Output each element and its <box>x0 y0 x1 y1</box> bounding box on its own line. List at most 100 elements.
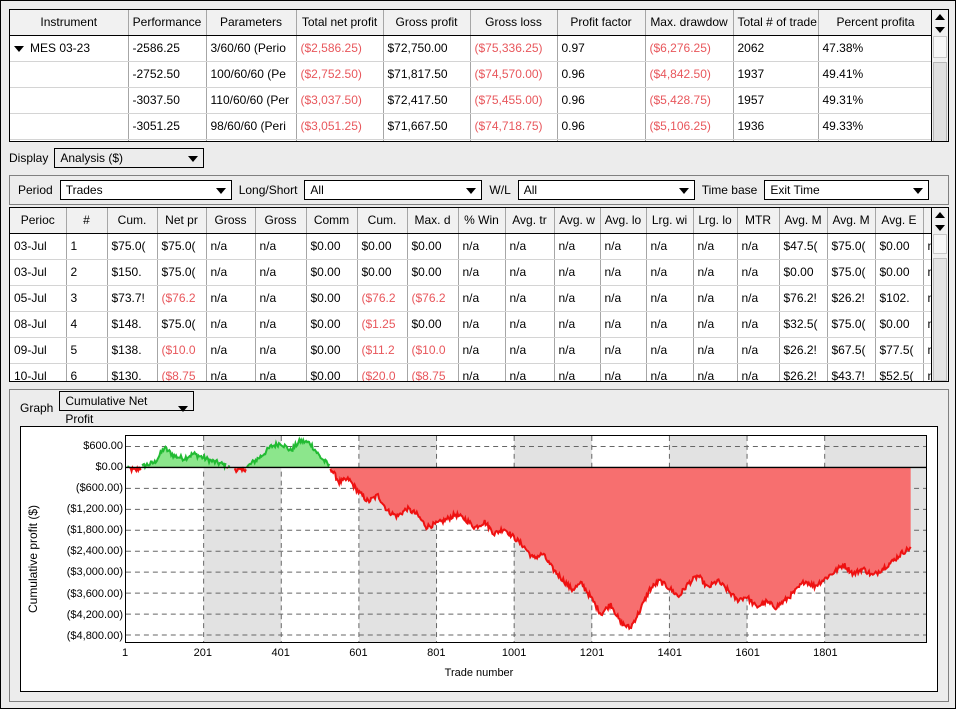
trades-col-header[interactable]: Lrg. lo <box>693 208 738 234</box>
optimizer-vertical-scrollbar[interactable] <box>931 10 948 141</box>
optimizer-col-header[interactable]: Profit factor <box>557 10 646 36</box>
table-row[interactable]: 09-Jul 5 $138. ($10.0 n/a n/a $0.00 ($11.2 ($10.… <box>10 337 931 364</box>
table-cell-net: $75.0( <box>157 259 207 286</box>
x-axis-tick-label: 1801 <box>813 647 838 659</box>
trades-col-header[interactable]: Lrg. wi <box>646 208 694 234</box>
table-row[interactable]: -3051.25 98/60/60 (Peri ($3,051.25) $71,667… <box>10 113 931 140</box>
graph-combo-wrap[interactable]: Cumulative Net Profit <box>59 390 195 426</box>
trades-col-header[interactable]: Avg. M <box>827 208 876 234</box>
table-row[interactable]: 10-Jul 6 $130. ($8.75 n/a n/a $0.00 ($20.0 ($8.7… <box>10 363 931 381</box>
table-cell-net: ($8.75 <box>157 363 207 381</box>
table-cell-performance: -3052.50 <box>128 139 207 141</box>
optimizer-col-header[interactable]: Instrument <box>10 10 129 36</box>
y-axis-tick-label: ($4,200.00) <box>66 608 123 621</box>
display-select[interactable]: Analysis ($) <box>54 148 205 168</box>
x-axis-tick-label: 601 <box>349 647 368 659</box>
table-cell-total-trades: 1936 <box>733 113 819 140</box>
optimizer-results-table[interactable]: Instrument Performance Parameters Total net… <box>9 9 949 142</box>
scroll-thumb-secondary[interactable] <box>933 258 947 381</box>
optimizer-col-header[interactable]: Total net profit <box>296 10 384 36</box>
table-cell-cum: $150. <box>107 259 158 286</box>
y-axis-tick-label: ($1,200.00) <box>66 503 123 516</box>
table-cell-gross_b: n/a <box>255 233 307 260</box>
table-row[interactable]: -3037.50 110/60/60 (Per ($3,037.50) $72,417… <box>10 87 931 114</box>
graph-select[interactable]: Cumulative Net Profit <box>59 390 195 426</box>
table-row[interactable]: -3052.50101/60/60 (Pe($3,052.50)$71,667.… <box>10 139 931 141</box>
table-row[interactable]: 03-Jul 1 $75.0($75.0(n/a n/a $0.00 $0.00 $0.00… <box>10 233 931 260</box>
trades-table[interactable]: Perioc # Cum. Net pr Gross Gross Comm Cum. Max… <box>9 207 949 382</box>
longshort-select[interactable]: All <box>304 180 483 200</box>
table-cell-num: 2 <box>66 259 108 286</box>
trades-col-header[interactable]: Gross <box>255 208 307 234</box>
table-cell-period: 10-Jul <box>10 363 67 381</box>
timebase-select[interactable]: Exit Time <box>764 180 930 200</box>
table-cell-profit-factor: 0.96 <box>557 139 646 141</box>
table-cell-avgm1: $47.5( <box>779 233 828 260</box>
scroll-up-arrow-icon[interactable] <box>932 10 948 23</box>
longshort-combo-wrap[interactable]: All <box>304 180 483 200</box>
trades-header-row[interactable]: Perioc # Cum. Net pr Gross Gross Comm Cum. Max… <box>10 208 931 234</box>
expander-triangle-icon[interactable] <box>14 45 24 52</box>
scroll-down-arrow-icon[interactable] <box>932 23 948 36</box>
table-cell-avglo: n/a <box>600 337 647 364</box>
display-combo-wrap[interactable]: Analysis ($) <box>54 148 205 168</box>
table-cell-num: 1 <box>66 233 108 260</box>
optimizer-col-header[interactable]: Gross profit <box>383 10 471 36</box>
table-cell-period: 09-Jul <box>10 337 67 364</box>
chart-y-axis-title: Cumulative profit ($) <box>26 504 40 614</box>
table-row[interactable]: 08-Jul 4 $148. $75.0(n/a n/a $0.00 ($1.25 $0.00… <box>10 311 931 338</box>
table-row[interactable]: MES 03-23 -2586.25 3/60/60 (Perio ($2,586.2… <box>10 35 931 62</box>
timebase-combo-wrap[interactable]: Exit Time <box>764 180 930 200</box>
table-cell-cum2: ($11.2 <box>357 337 408 364</box>
table-cell-avgm1: $26.2! <box>779 363 828 381</box>
trades-col-header[interactable]: Max. d <box>407 208 459 234</box>
table-cell-maxd: ($76.2 <box>407 285 459 312</box>
optimizer-col-header[interactable]: Performance <box>128 10 207 36</box>
trades-col-header[interactable]: Avg. M <box>779 208 828 234</box>
optimizer-col-header[interactable]: Max. drawdow <box>645 10 734 36</box>
x-axis-tick-label: 1401 <box>657 647 683 659</box>
trades-col-header[interactable]: Avg. tr <box>505 208 555 234</box>
period-combo-wrap[interactable]: Trades <box>59 180 232 200</box>
table-cell-percent-profitable: 49.31% <box>818 87 931 114</box>
table-cell-gross_a: n/a <box>206 259 256 286</box>
scroll-thumb-secondary[interactable] <box>933 62 947 141</box>
scroll-track[interactable] <box>932 36 948 141</box>
optimizer-header-row[interactable]: Instrument Performance Parameters Total net… <box>10 10 931 36</box>
table-cell-num: 6 <box>66 363 108 381</box>
table-row[interactable]: 05-Jul 3 $73.7! ($76.2 n/a n/a $0.00 ($76.2 ($76… <box>10 285 931 312</box>
x-axis-tick-label: 201 <box>193 647 212 659</box>
trades-col-header[interactable]: % Win <box>458 208 506 234</box>
trades-col-header[interactable]: Net pr <box>157 208 207 234</box>
scroll-track[interactable] <box>932 234 948 381</box>
scroll-down-arrow-icon[interactable] <box>932 221 948 234</box>
optimizer-col-header[interactable]: Parameters <box>206 10 297 36</box>
table-row[interactable]: 03-Jul 2 $150. $75.0(n/a n/a $0.00 $0.00 $0.00 n… <box>10 259 931 286</box>
optimizer-col-header[interactable]: Gross loss <box>470 10 558 36</box>
scroll-up-arrow-icon[interactable] <box>932 208 948 221</box>
table-row[interactable]: -2752.50 100/60/60 (Pe ($2,752.50) $71,817.… <box>10 61 931 88</box>
trades-col-header[interactable]: Cum. <box>107 208 158 234</box>
trades-col-header[interactable]: MTR <box>737 208 780 234</box>
graph-panel: Graph Cumulative Net Profit Cumulative p… <box>9 389 949 702</box>
scroll-thumb[interactable] <box>933 234 947 254</box>
trades-col-header[interactable]: % Tra <box>923 208 931 234</box>
trades-col-header[interactable]: Gross <box>206 208 256 234</box>
trades-col-header[interactable]: Avg. lo <box>600 208 647 234</box>
trades-col-header[interactable]: Avg. w <box>554 208 601 234</box>
trades-col-header[interactable]: Avg. E <box>875 208 924 234</box>
trades-col-header[interactable]: Perioc <box>10 208 67 234</box>
table-cell-avgtr: n/a <box>505 363 555 381</box>
trades-col-header[interactable]: # <box>66 208 108 234</box>
scroll-thumb[interactable] <box>933 36 947 58</box>
table-cell-cum2: $0.00 <box>357 233 408 260</box>
wl-select[interactable]: All <box>517 180 695 200</box>
trades-vertical-scrollbar[interactable] <box>931 208 948 381</box>
optimizer-col-header[interactable]: Total # of trade <box>733 10 819 36</box>
period-select[interactable]: Trades <box>59 180 232 200</box>
trades-col-header[interactable]: Comm <box>306 208 358 234</box>
timebase-label: Time base <box>701 183 758 197</box>
trades-col-header[interactable]: Cum. <box>357 208 408 234</box>
wl-combo-wrap[interactable]: All <box>517 180 695 200</box>
optimizer-col-header[interactable]: Percent profita <box>818 10 931 36</box>
